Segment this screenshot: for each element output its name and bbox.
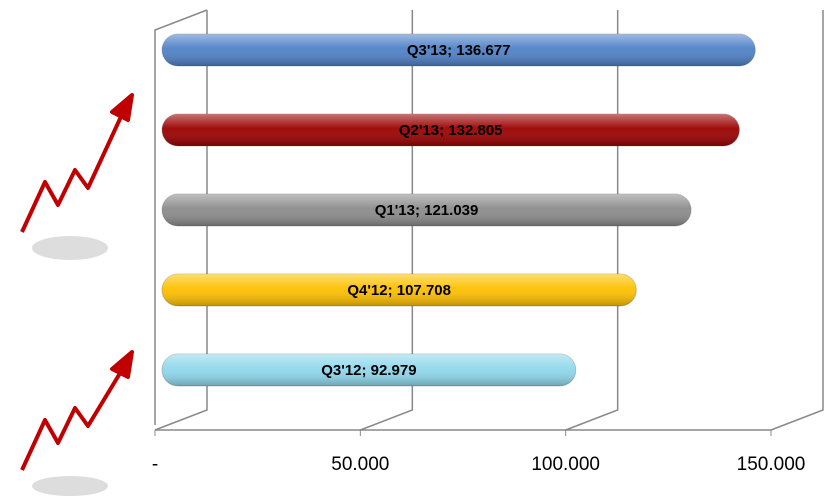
value-label: Q1'13; 121.039 xyxy=(375,202,479,219)
x-tick-label: 150.000 xyxy=(737,454,806,475)
chart: - 50.000 100.000 150.000 Q3'12; 92.979 Q4'12;… xyxy=(0,0,831,498)
value-label: Q4'12; 107.708 xyxy=(347,282,451,299)
page: {"chart_data": {"type": "bar", "orientat… xyxy=(0,0,831,498)
value-label: Q2'13; 132.805 xyxy=(399,122,503,139)
decoration xyxy=(22,95,132,496)
x-tick-label: 50.000 xyxy=(331,454,389,475)
x-tick-label: - xyxy=(152,454,158,475)
value-label: Q3'12; 92.979 xyxy=(321,362,416,379)
grid-line xyxy=(771,10,823,430)
x-tick-label: 100.000 xyxy=(531,454,600,475)
value-label: Q3'13; 136.677 xyxy=(407,42,511,59)
